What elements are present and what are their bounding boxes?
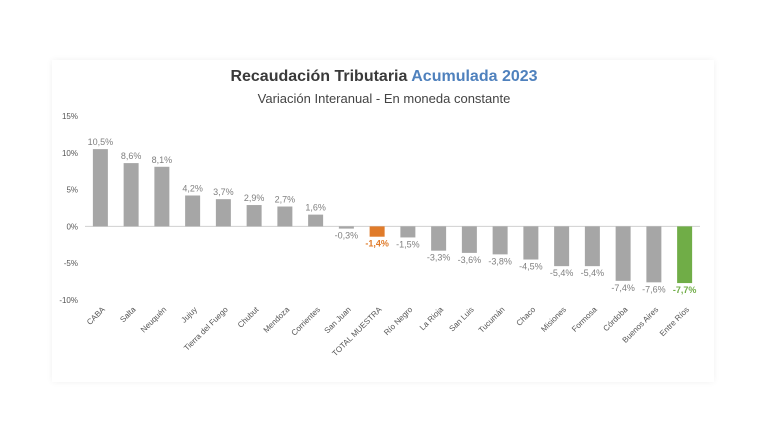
data-label: -5,4% [581,268,605,278]
x-tick-label: Corrientes [290,305,322,337]
bar [338,226,354,229]
x-tick-label: Misiones [539,305,568,334]
data-label: -7,7% [673,285,697,295]
data-label: 8,1% [152,155,173,165]
chart-title-main: Recaudación Tributaria [230,68,408,85]
bar [246,205,262,227]
chart-subtitle: Variación Interanual - En moneda constan… [257,91,511,106]
bar [400,226,416,238]
bar [123,163,139,227]
x-tick-label: San Juan [323,305,353,335]
x-tick-label: Neuquén [139,305,168,334]
data-label: 3,7% [213,187,234,197]
x-tick-label: San Luis [447,305,475,333]
bar [431,226,447,251]
bar [277,206,293,227]
data-label: -3,6% [458,255,482,265]
x-tick-label: Salta [118,305,138,325]
bar [615,226,631,281]
x-tick-label: Tucumán [477,305,507,335]
x-tick-label: Entre Ríos [658,305,691,338]
bar [185,195,201,227]
data-label: -1,4% [365,239,389,249]
x-tick-label: Chaco [515,305,538,328]
data-label: 2,9% [244,193,265,203]
data-label: 10,5% [88,137,114,147]
x-tick-label: Chubut [236,305,261,330]
x-tick-label: Río Negro [382,305,415,338]
chart-title-accent: Acumulada 2023 [411,68,538,85]
bar [646,226,662,283]
x-tick-label: Formosa [570,305,599,334]
data-label: -7,6% [642,284,666,294]
data-label: 1,6% [305,203,326,213]
bar [584,226,600,267]
data-label: 4,2% [182,183,203,193]
bar [369,226,385,237]
data-label: -0,3% [335,231,359,241]
data-label: -3,3% [427,253,451,263]
bar [308,214,324,227]
x-tick-label: Mendoza [262,305,292,335]
bar [492,226,508,255]
y-tick-label: 0% [66,222,78,231]
bar [215,199,231,227]
data-label: -4,5% [519,262,543,272]
data-label: -5,4% [550,268,574,278]
chart-title: Recaudación Tributaria Acumulada 2023 [0,68,768,86]
y-tick-label: 5% [66,186,78,195]
bar [92,149,108,227]
y-tick-label: -10% [59,296,78,305]
x-tick-label: La Rioja [418,305,446,333]
x-tick-label: Jujuy [179,305,199,325]
x-tick-label: Córdoba [601,305,629,333]
bar [677,226,693,284]
data-label: 8,6% [121,151,142,161]
x-tick-label: CABA [85,305,107,327]
y-tick-label: 15% [62,112,78,121]
data-label: -7,4% [611,283,635,293]
bar [554,226,570,267]
bar [523,226,539,260]
y-tick-label: -5% [64,259,78,268]
data-label: 2,7% [275,195,296,205]
bar [154,166,170,227]
bar [461,226,477,253]
data-label: -3,8% [488,256,512,266]
y-tick-label: 10% [62,149,78,158]
data-label: -1,5% [396,239,420,249]
